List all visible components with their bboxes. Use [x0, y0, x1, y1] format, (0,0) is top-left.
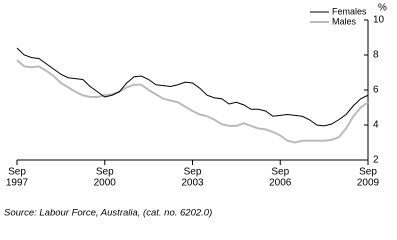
- x-tick-label: 2000: [94, 178, 117, 189]
- x-tick-label: Sep: [359, 167, 377, 178]
- x-tick-label: 2003: [181, 178, 204, 189]
- legend-label: Females: [332, 6, 367, 16]
- series-line: [16, 47, 369, 127]
- y-axis-label: %: [378, 3, 387, 14]
- source-note: Source: Labour Force, Australia, (cat. n…: [4, 208, 212, 219]
- x-tick-label: Sep: [8, 167, 26, 178]
- chart: Source: Labour Force, Australia, (cat. n…: [4, 3, 387, 219]
- y-tick-label: 6: [373, 85, 379, 96]
- y-tick-label: 10: [373, 15, 385, 26]
- series-line: [16, 59, 369, 144]
- y-tick-label: 4: [373, 120, 379, 131]
- y-tick-label: 8: [373, 50, 379, 61]
- x-tick-label: 2009: [357, 178, 380, 189]
- x-tick-label: Sep: [96, 167, 114, 178]
- y-tick-label: 2: [373, 155, 379, 166]
- x-tick-label: 1997: [6, 178, 29, 189]
- x-tick-label: Sep: [271, 167, 289, 178]
- legend-label: Males: [332, 16, 357, 26]
- x-tick-label: 2006: [269, 178, 292, 189]
- x-tick-label: Sep: [184, 167, 202, 178]
